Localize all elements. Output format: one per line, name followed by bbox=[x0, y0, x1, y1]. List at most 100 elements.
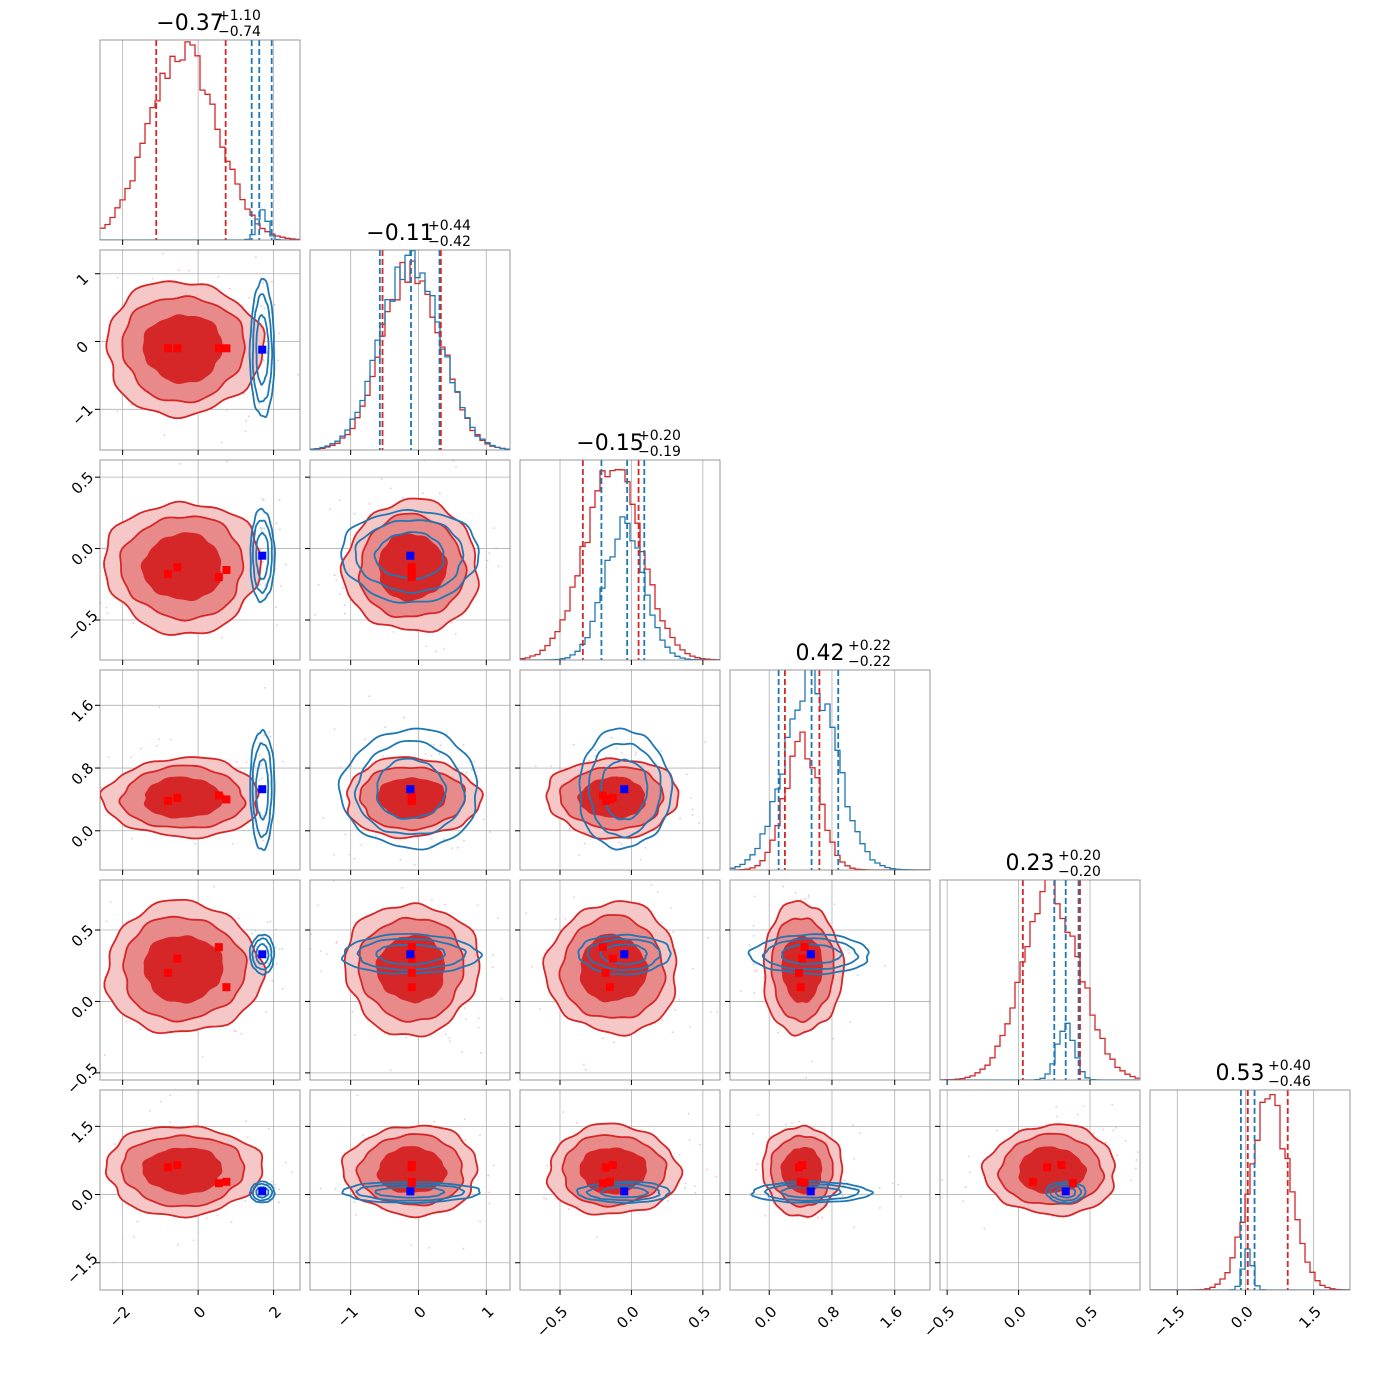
blue-histogram bbox=[310, 250, 510, 450]
sample-dot bbox=[360, 844, 363, 846]
sample-dot bbox=[228, 287, 231, 290]
sample-dot bbox=[432, 744, 435, 746]
sample-dot bbox=[64, 605, 66, 607]
scatter-panel-5-0: −2 0 2 −1.5 0.0 1.5 bbox=[52, 1089, 301, 1331]
sample-dot bbox=[455, 466, 457, 468]
panel-frame bbox=[99, 249, 301, 451]
blue-contour-line bbox=[578, 727, 674, 851]
panel-frame bbox=[309, 249, 511, 451]
scatter-panel-4-0: −0.5 0.0 0.5 bbox=[47, 879, 301, 1098]
sample-dot bbox=[336, 940, 338, 943]
sample-dot bbox=[615, 747, 618, 750]
sample-dot bbox=[194, 842, 197, 845]
red-marker bbox=[163, 344, 172, 353]
sample-dot bbox=[363, 721, 365, 723]
panel-frame bbox=[939, 1089, 1141, 1291]
sample-dot bbox=[791, 1122, 793, 1124]
scatter-panel-3-1 bbox=[305, 669, 525, 875]
blue-marker bbox=[406, 551, 415, 560]
sample-dot bbox=[479, 1220, 481, 1223]
sample-dot bbox=[162, 252, 164, 255]
sample-dot bbox=[594, 754, 597, 757]
sample-dot bbox=[264, 686, 266, 689]
sample-dot bbox=[430, 837, 433, 840]
sample-dot bbox=[841, 1194, 844, 1197]
blue-contour-line bbox=[251, 293, 274, 403]
sample-dot bbox=[764, 1214, 767, 1217]
sample-dot bbox=[262, 560, 264, 563]
x-tick-label: 1.5 bbox=[1295, 1303, 1325, 1333]
title-lower-error: −0.42 bbox=[428, 234, 471, 250]
sample-dot bbox=[274, 1183, 276, 1186]
sample-dot bbox=[216, 1214, 219, 1217]
sample-dot bbox=[267, 1127, 270, 1130]
sample-dot bbox=[672, 930, 675, 933]
sample-dot bbox=[693, 977, 695, 979]
sample-dot bbox=[482, 818, 485, 821]
scatter-panel-5-4: −0.5 0.0 0.5 bbox=[920, 1089, 1141, 1341]
sample-dot bbox=[278, 528, 281, 531]
sample-dot bbox=[684, 1187, 686, 1189]
sample-dot bbox=[477, 1026, 480, 1029]
sample-dot bbox=[217, 275, 220, 278]
blue-contour-line bbox=[577, 933, 672, 976]
panel-frame bbox=[309, 669, 511, 871]
sample-dot bbox=[389, 1069, 392, 1072]
panel-frame bbox=[99, 669, 301, 871]
blue-histogram bbox=[100, 209, 300, 240]
sample-dot bbox=[878, 1187, 881, 1189]
sample-dot bbox=[121, 1237, 124, 1240]
blue-contour-line bbox=[341, 1181, 481, 1205]
sample-dot bbox=[160, 1100, 162, 1103]
sample-dot bbox=[248, 415, 250, 418]
sample-dot bbox=[271, 280, 273, 283]
sample-dot bbox=[431, 899, 433, 901]
blue-contour-line bbox=[255, 943, 270, 965]
sample-dot bbox=[833, 903, 836, 906]
red-marker bbox=[214, 344, 223, 353]
sample-dot bbox=[333, 728, 336, 731]
sample-dot bbox=[422, 492, 424, 495]
blue-contour-line bbox=[587, 742, 662, 839]
scatter-panel-2-1 bbox=[305, 459, 511, 723]
sample-dot bbox=[292, 1192, 294, 1194]
panel-title: −0.11 bbox=[366, 221, 433, 246]
red-marker bbox=[601, 968, 610, 977]
sample-dot bbox=[687, 1112, 690, 1115]
sample-dot bbox=[575, 1121, 578, 1124]
sample-dot bbox=[329, 508, 332, 511]
sample-dot bbox=[136, 1220, 139, 1223]
sample-dot bbox=[381, 755, 384, 758]
sample-dot bbox=[810, 1060, 813, 1063]
sample-dot bbox=[477, 780, 480, 783]
sample-dot bbox=[70, 289, 72, 291]
sample-dot bbox=[262, 499, 265, 502]
sample-dot bbox=[495, 546, 497, 549]
sample-dot bbox=[523, 858, 525, 860]
sample-dot bbox=[47, 1022, 49, 1024]
sample-dot bbox=[476, 875, 478, 877]
sample-dot bbox=[52, 1177, 54, 1179]
sample-dot bbox=[259, 583, 262, 586]
sample-dot bbox=[620, 843, 623, 846]
sample-dot bbox=[497, 917, 499, 919]
scatter-panel-4-1 bbox=[305, 875, 511, 1085]
red-marker bbox=[608, 954, 617, 963]
sample-dot bbox=[480, 1051, 482, 1054]
sample-dot bbox=[274, 946, 277, 949]
sample-dot bbox=[578, 854, 580, 857]
sample-dot bbox=[260, 777, 263, 780]
y-tick-label: 1.5 bbox=[68, 1117, 98, 1147]
sample-dot bbox=[65, 995, 67, 997]
sample-dot bbox=[274, 928, 277, 931]
red-marker bbox=[407, 1161, 416, 1169]
sample-dot bbox=[584, 1068, 587, 1071]
sample-dot bbox=[148, 231, 150, 233]
blue-contour-line bbox=[586, 938, 661, 972]
sample-dot bbox=[89, 355, 91, 357]
red-marker bbox=[214, 791, 223, 800]
sample-dot bbox=[278, 1201, 281, 1204]
sample-dot bbox=[689, 797, 692, 799]
sample-dot bbox=[635, 751, 637, 754]
panel-frame bbox=[519, 1089, 721, 1291]
